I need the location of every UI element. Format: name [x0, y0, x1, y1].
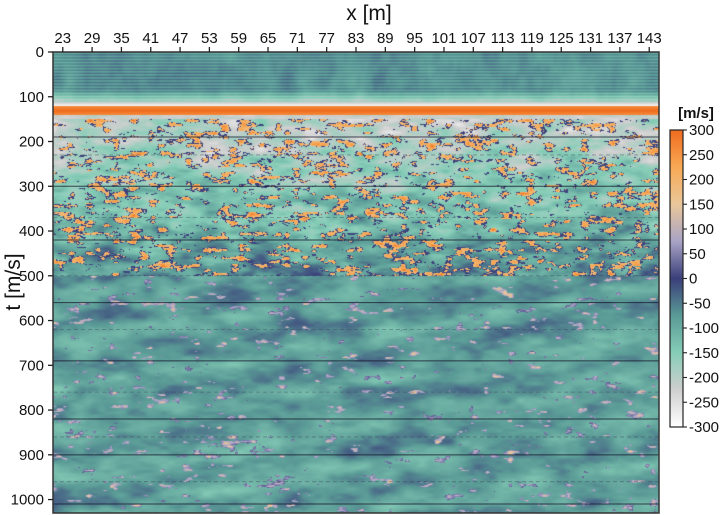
- x-tick-label: 125: [549, 30, 574, 47]
- colorbar: [m/s] 300 250 200 150 100 50 0 -50 -100 -150 -200 -…: [669, 105, 719, 436]
- x-tick-label: 143: [637, 30, 662, 47]
- y-tick-label: 900: [19, 447, 44, 464]
- y-tick-label: 400: [19, 223, 44, 240]
- x-tick-label: 47: [172, 30, 189, 47]
- x-axis-ticks: 23 29 35 41 47 53 59 65 71 77 83 89 95 101 107 113 119 12…: [54, 30, 662, 52]
- colorbar-tick-label: -250: [689, 394, 719, 411]
- y-tick-label: 600: [19, 313, 44, 330]
- x-tick-label: 95: [406, 30, 423, 47]
- x-tick-label: 53: [201, 30, 218, 47]
- x-axis-label: x [m]: [346, 2, 392, 25]
- colorbar-tick-label: 150: [689, 196, 714, 213]
- y-tick-label: 0: [36, 44, 44, 61]
- colorbar-tick-label: -150: [689, 345, 719, 362]
- heatmap-image: [53, 52, 659, 513]
- y-axis-label: t [m/s]: [2, 253, 25, 310]
- colorbar-tick-label: -100: [689, 320, 719, 337]
- x-tick-label: 77: [318, 30, 335, 47]
- x-tick-label: 23: [54, 30, 71, 47]
- x-tick-label: 137: [607, 30, 632, 47]
- colorbar-tick-label: 200: [689, 172, 714, 189]
- colorbar-gradient: [669, 129, 684, 428]
- x-tick-label: 83: [348, 30, 365, 47]
- x-tick-label: 119: [520, 30, 544, 47]
- y-tick-label: 500: [19, 268, 44, 285]
- x-tick-label: 35: [113, 30, 130, 47]
- colorbar-ticks: 300 250 200 150 100 50 0 -50 -100 -150 -200 -250 -30…: [683, 122, 719, 436]
- colorbar-tick-label: 50: [689, 246, 706, 263]
- x-tick-label: 131: [578, 30, 603, 47]
- y-axis-ticks: 0 100 200 300 400 500 600 700 800 900 1000: [11, 44, 53, 509]
- colorbar-tick-label: 0: [689, 271, 697, 288]
- colorbar-label: [m/s]: [678, 105, 714, 122]
- x-tick-label: 89: [377, 30, 394, 47]
- y-tick-label: 100: [19, 89, 44, 106]
- x-tick-label: 41: [142, 30, 159, 47]
- reference-lines: [53, 136, 659, 505]
- heatmap-plot: [52, 51, 660, 514]
- y-tick-label: 300: [19, 178, 44, 195]
- x-tick-label: 59: [230, 30, 247, 47]
- y-tick-label: 1000: [11, 492, 44, 509]
- colorbar-tick-label: 250: [689, 147, 714, 164]
- x-tick-label: 65: [260, 30, 277, 47]
- colorbar-tick-label: -50: [689, 295, 711, 312]
- y-tick-label: 200: [19, 134, 44, 151]
- y-tick-label: 800: [19, 402, 44, 419]
- colorbar-tick-label: -200: [689, 370, 719, 387]
- colorbar-tick-label: 100: [689, 221, 714, 238]
- x-tick-label: 113: [491, 30, 515, 47]
- colorbar-tick-label: -300: [689, 419, 719, 436]
- x-tick-label: 101: [431, 30, 456, 47]
- y-tick-label: 700: [19, 357, 44, 374]
- x-tick-label: 29: [84, 30, 101, 47]
- x-tick-label: 71: [289, 30, 306, 47]
- colorbar-tick-label: 300: [689, 122, 714, 139]
- x-tick-label: 107: [461, 30, 486, 47]
